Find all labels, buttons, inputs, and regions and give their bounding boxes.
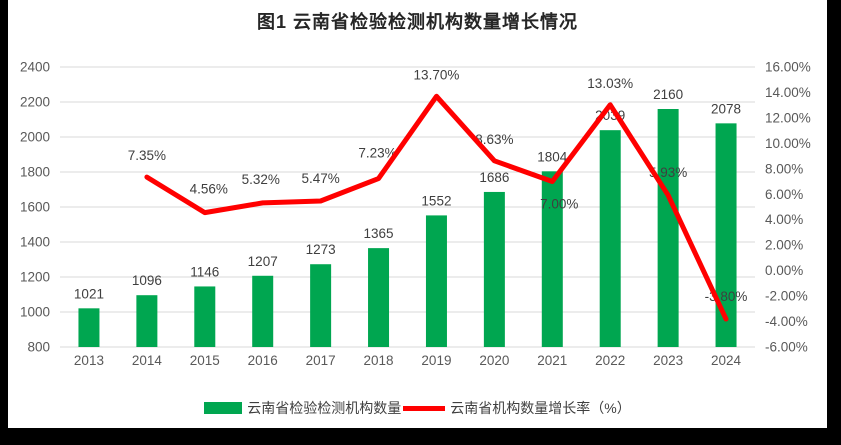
- right-axis-tick: 8.00%: [765, 161, 803, 176]
- left-axis-tick: 2400: [20, 60, 50, 75]
- x-axis-label: 2017: [306, 353, 336, 368]
- right-axis-tick: 2.00%: [765, 238, 803, 253]
- left-axis-tick: 1000: [20, 305, 50, 320]
- legend-item-line: 云南省机构数量增长率（%）: [403, 398, 631, 418]
- right-axis-tick: 4.00%: [765, 212, 803, 227]
- x-axis-label: 2024: [711, 353, 742, 368]
- legend: 云南省检验检测机构数量 云南省机构数量增长率（%）: [8, 398, 827, 418]
- left-axis-tick: 1800: [20, 165, 50, 180]
- bar-value-label: 1686: [479, 170, 509, 185]
- bar-value-label: 1146: [190, 264, 219, 279]
- bar-value-label: 1552: [421, 193, 451, 208]
- legend-item-bars: 云南省检验检测机构数量: [204, 398, 401, 418]
- line-value-label: 8.63%: [475, 132, 513, 147]
- bar-2016: [252, 275, 274, 347]
- right-axis-tick: 10.00%: [765, 136, 811, 151]
- chart-title: 图1 云南省检验检测机构数量增长情况: [256, 12, 578, 32]
- bar-2020: [483, 191, 505, 347]
- left-axis-tick: 800: [27, 340, 50, 355]
- line-value-label: 7.00%: [540, 197, 578, 212]
- bar-swatch-icon: [204, 402, 243, 414]
- legend-label-line: 云南省机构数量增长率（%）: [450, 400, 631, 416]
- bar-value-label: 2160: [653, 87, 683, 102]
- x-axis-label: 2013: [74, 353, 104, 368]
- bar-2014: [136, 295, 158, 347]
- line-value-label: 13.70%: [414, 67, 460, 82]
- x-axis-label: 2015: [190, 353, 220, 368]
- bar-2013: [78, 308, 100, 347]
- x-axis-label: 2014: [132, 353, 163, 368]
- bar-2022: [599, 130, 621, 347]
- right-axis-tick: 6.00%: [765, 187, 803, 202]
- left-axis-tick: 2200: [20, 95, 50, 110]
- bar-2017: [310, 264, 332, 347]
- bar-value-label: 1096: [132, 273, 162, 288]
- line-swatch-icon: [403, 405, 446, 411]
- growth-rate-line: [144, 93, 729, 322]
- right-axis-tick: -2.00%: [765, 289, 808, 304]
- line-value-label: 5.47%: [301, 171, 339, 186]
- bar-value-label: 1207: [248, 254, 278, 269]
- chart-canvas: 2400 2200 2000 1800 1600 1400 1200 1000 800 16.00…: [20, 60, 811, 369]
- left-axis-tick: 1600: [20, 200, 50, 215]
- bar-2019: [425, 215, 447, 347]
- bar-2018: [368, 248, 390, 347]
- right-axis-tick: -6.00%: [765, 340, 808, 355]
- bar-2021: [541, 171, 563, 347]
- line-value-label: 5.32%: [242, 172, 280, 187]
- x-axis-label: 2016: [248, 353, 278, 368]
- line-value-label: 4.56%: [190, 182, 228, 197]
- right-axis-tick: 0.00%: [765, 263, 803, 278]
- bar-value-label: 1021: [74, 286, 104, 301]
- right-axis-tick: 16.00%: [765, 60, 811, 75]
- bar-value-label: 2078: [711, 101, 741, 116]
- x-axis-label: 2018: [364, 353, 394, 368]
- bar-2023: [657, 109, 679, 347]
- right-axis-tick: 14.00%: [765, 85, 811, 100]
- left-axis-tick: 2000: [20, 130, 50, 145]
- x-axis-label: 2019: [421, 353, 451, 368]
- bar-value-label: 1365: [364, 226, 394, 241]
- right-axis-tick: -4.00%: [765, 314, 808, 329]
- left-axis-tick: 1200: [20, 270, 50, 285]
- x-axis-label: 2021: [537, 353, 567, 368]
- bar-2015: [194, 286, 216, 347]
- chart-area: 图1 云南省检验检测机构数量增长情况 2400 2200 2000 1800 1600 1…: [8, 0, 827, 428]
- line-value-label: 13.03%: [587, 76, 633, 91]
- x-axis-label: 2023: [653, 353, 683, 368]
- right-axis-tick: 12.00%: [765, 110, 811, 125]
- bar-value-label: 1804: [537, 149, 568, 164]
- x-axis-label: 2022: [595, 353, 625, 368]
- legend-label-bars: 云南省检验检测机构数量: [247, 400, 402, 416]
- bar-2024: [715, 123, 737, 347]
- x-axis-label: 2020: [479, 353, 509, 368]
- line-value-label: 7.35%: [128, 148, 166, 163]
- left-axis-tick: 1400: [20, 235, 50, 250]
- bar-value-label: 1273: [306, 242, 336, 257]
- line-value-label: 7.23%: [358, 146, 396, 161]
